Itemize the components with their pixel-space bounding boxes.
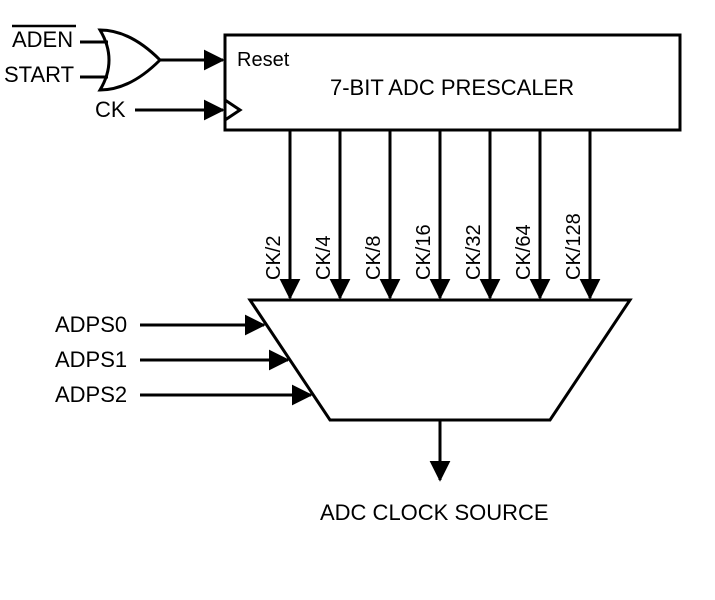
svg-text:ADPS2: ADPS2 <box>55 382 127 407</box>
svg-text:CK/16: CK/16 <box>413 224 435 280</box>
reset-label: Reset <box>237 49 290 71</box>
svg-text:START: START <box>4 62 74 87</box>
svg-text:CK/64: CK/64 <box>513 224 535 280</box>
svg-text:ADPS0: ADPS0 <box>55 312 127 337</box>
prescaler-title: 7-BIT ADC PRESCALER <box>330 75 574 100</box>
output: ADC CLOCK SOURCE <box>320 420 549 525</box>
svg-text:CK/128: CK/128 <box>563 213 585 280</box>
division-lines: CK/2 CK/4 CK/8 CK/16 CK/32 CK/64 CK/128 <box>263 130 590 298</box>
input-ck: CK <box>95 97 223 122</box>
svg-text:ADEN: ADEN <box>12 27 73 52</box>
or-gate <box>100 30 160 90</box>
svg-text:CK: CK <box>95 97 126 122</box>
mux <box>250 300 630 420</box>
prescaler-box: Reset 7-BIT ADC PRESCALER <box>225 35 680 130</box>
output-label: ADC CLOCK SOURCE <box>320 500 549 525</box>
input-aden: ADEN <box>12 26 108 52</box>
select-lines: ADPS0 ADPS1 ADPS2 <box>55 312 311 407</box>
clock-edge-icon <box>225 100 240 120</box>
svg-text:CK/32: CK/32 <box>463 224 485 280</box>
svg-text:ADPS1: ADPS1 <box>55 347 127 372</box>
input-start: START <box>4 62 108 87</box>
svg-text:CK/8: CK/8 <box>363 236 385 280</box>
svg-text:CK/2: CK/2 <box>263 236 285 280</box>
svg-text:CK/4: CK/4 <box>313 236 335 280</box>
